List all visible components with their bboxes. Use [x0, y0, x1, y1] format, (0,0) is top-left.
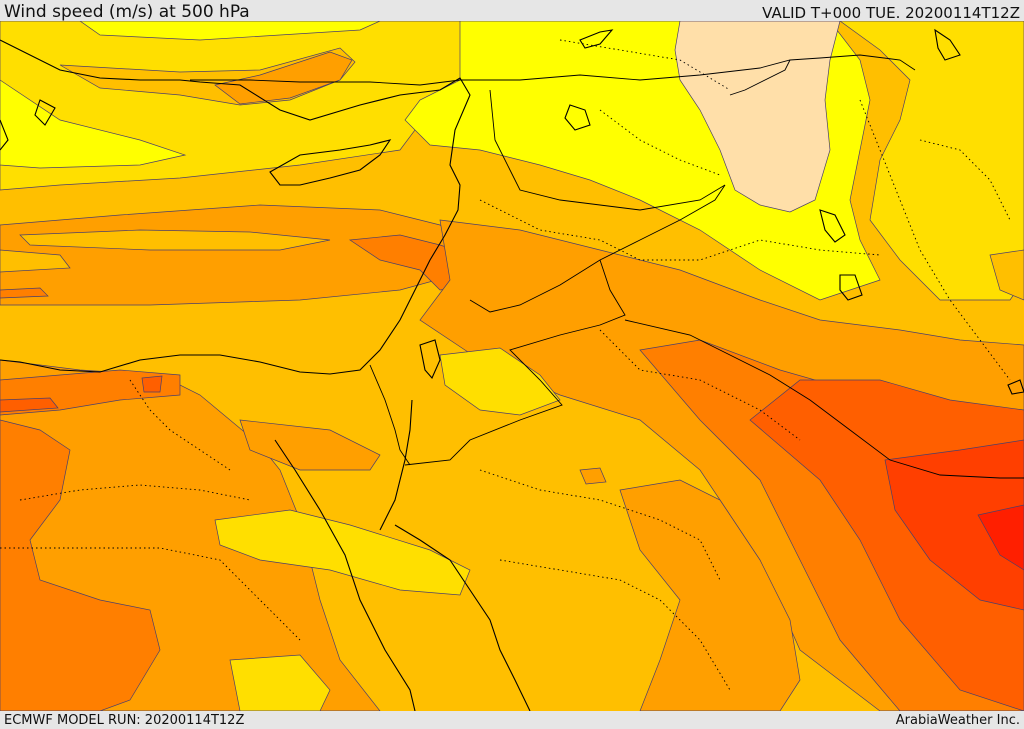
speed-zone-gold-south: [229, 654, 331, 711]
speed-zone-lightest: [674, 21, 841, 213]
map-canvas: [0, 21, 1024, 711]
speed-zone-redorange-spot: [141, 375, 163, 393]
speed-zone-gold-jordan: [439, 347, 561, 416]
credit-label: ArabiaWeather Inc.: [895, 713, 1020, 728]
coastlines: [0, 28, 1024, 711]
footer-band: [0, 711, 1024, 729]
speed-zone-amber-west-streak: [0, 249, 71, 273]
speed-zone-amber-east: [989, 249, 1024, 301]
speed-zone-yellow-west: [0, 79, 187, 169]
speed-zone-red-east: [884, 439, 1024, 611]
speed-zone-darkorange-southwest: [0, 419, 161, 711]
speed-zone-yellow-top: [79, 21, 381, 41]
map-title: Wind speed (m/s) at 500 hPa: [4, 2, 250, 22]
speed-zone-deepred-east: [977, 504, 1024, 571]
model-run-label: ECMWF MODEL RUN: 20200114T12Z: [4, 713, 245, 728]
speed-zone-gold-southwest: [214, 509, 471, 596]
speed-zone-redorange-west: [0, 397, 59, 413]
valid-time: VALID T+000 TUE. 20200114T12Z: [762, 4, 1020, 22]
speed-zone-darkorange-west: [0, 287, 49, 299]
wind-speed-map: [0, 21, 1024, 711]
speed-zone-amber-west-streak2: [19, 229, 331, 251]
speed-zone-gold-northeast: [460, 21, 1024, 301]
country-borders: [190, 54, 1024, 479]
header-band: [0, 0, 1024, 21]
province-boundaries: [0, 39, 1011, 691]
speed-zone-orange-sinai: [239, 419, 381, 471]
speed-zone-orange-spot: [579, 467, 607, 485]
speed-zone-orange-southcentral: [619, 479, 801, 711]
